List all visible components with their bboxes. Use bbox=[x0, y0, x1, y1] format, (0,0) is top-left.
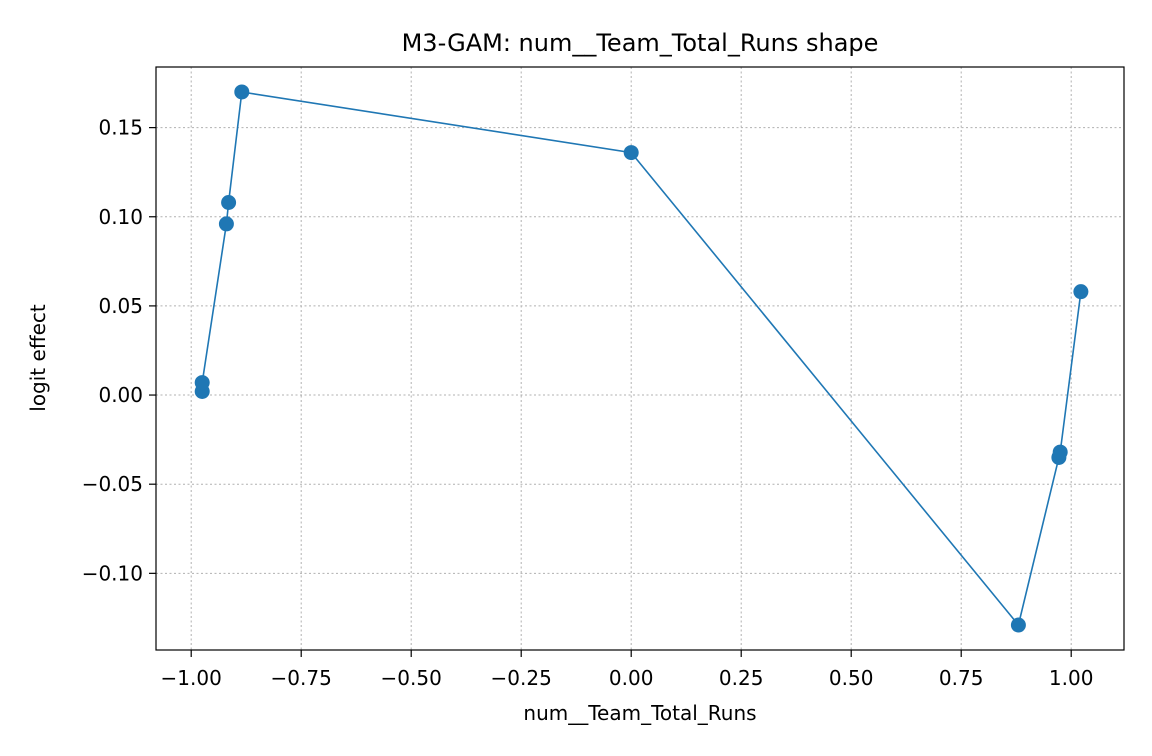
y-axis-title: logit effect bbox=[26, 304, 50, 412]
x-tick-label: 0.00 bbox=[609, 666, 654, 690]
data-point bbox=[623, 145, 639, 161]
x-tick-label: −0.50 bbox=[381, 666, 442, 690]
data-point bbox=[1010, 617, 1026, 633]
plot-area bbox=[155, 66, 1125, 651]
x-axis-title: num__Team_Total_Runs bbox=[523, 701, 756, 725]
grid bbox=[156, 67, 1124, 650]
y-tick-label: −0.05 bbox=[82, 472, 143, 496]
x-tick-label: 1.00 bbox=[1049, 666, 1094, 690]
x-tick-label: −1.00 bbox=[161, 666, 222, 690]
x-tick-label: −0.25 bbox=[491, 666, 552, 690]
series-line bbox=[201, 91, 1082, 627]
data-point bbox=[221, 194, 237, 210]
x-axis: −1.00 −0.75 −0.50 −0.25 0.00 0.25 0.50 0.75 1.00 bbox=[161, 650, 1094, 690]
y-axis: −0.10 −0.05 0.00 0.05 0.10 0.15 bbox=[82, 116, 156, 585]
data-point bbox=[234, 84, 250, 100]
x-tick-label: 0.50 bbox=[829, 666, 874, 690]
chart-title: M3-GAM: num__Team_Total_Runs shape bbox=[402, 29, 879, 57]
x-tick-label: −0.75 bbox=[271, 666, 332, 690]
data-point bbox=[194, 375, 210, 391]
y-tick-label: 0.15 bbox=[98, 116, 143, 140]
series bbox=[194, 84, 1089, 633]
data-point bbox=[1073, 284, 1089, 300]
y-tick-label: 0.00 bbox=[98, 383, 143, 407]
data-point bbox=[1052, 444, 1068, 460]
y-tick-label: 0.05 bbox=[98, 294, 143, 318]
y-tick-label: 0.10 bbox=[98, 205, 143, 229]
x-tick-label: 0.75 bbox=[939, 666, 984, 690]
x-tick-label: 0.25 bbox=[719, 666, 764, 690]
y-tick-label: −0.10 bbox=[82, 561, 143, 585]
data-point bbox=[218, 216, 234, 232]
